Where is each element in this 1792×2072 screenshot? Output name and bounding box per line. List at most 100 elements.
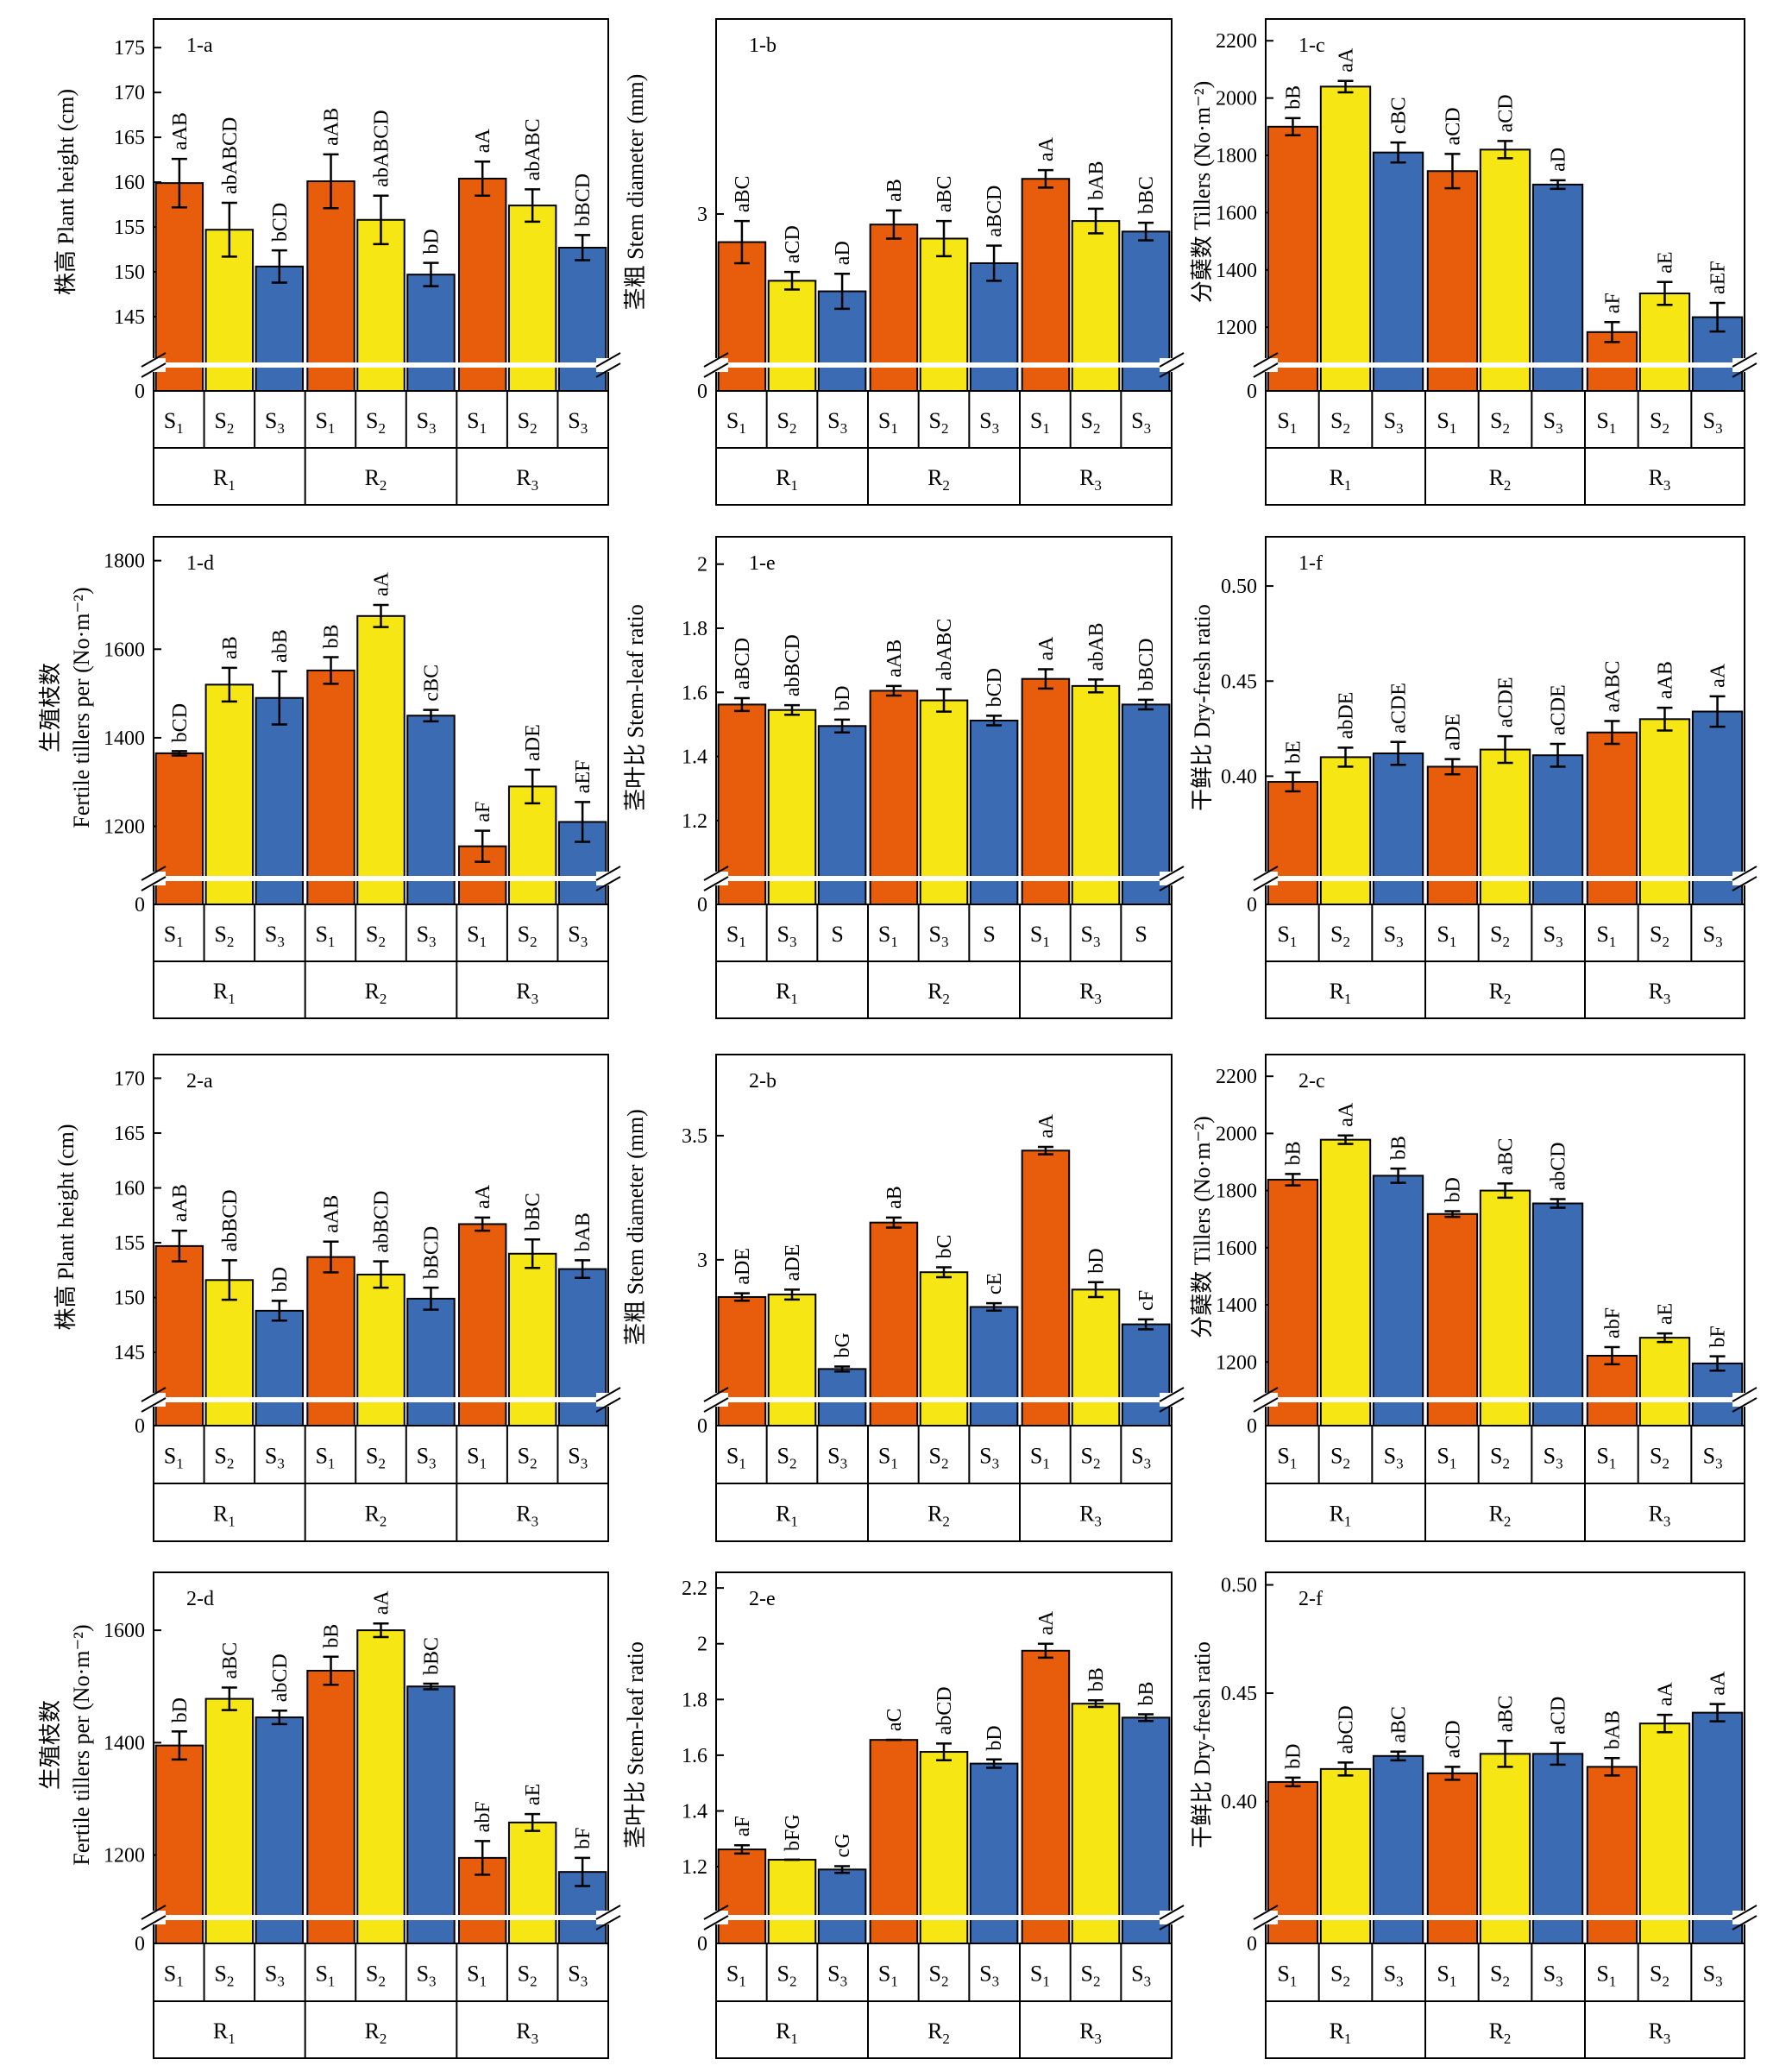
x-tick-label: S2 — [518, 1962, 538, 1990]
bar-s2 — [1638, 718, 1691, 905]
bar-s1 — [1426, 765, 1479, 906]
axis-break-gap — [704, 872, 728, 885]
data-label: aCD — [1442, 1720, 1464, 1758]
bar-s2 — [1638, 1337, 1691, 1427]
axis-break — [1267, 1397, 1743, 1402]
bar-s2 — [1638, 293, 1691, 392]
group-label: R2 — [927, 2018, 950, 2047]
axis-break — [718, 876, 1170, 881]
bar-s2 — [919, 699, 969, 905]
y-tick-label: 145 — [114, 1342, 145, 1364]
data-label: bG — [832, 1332, 854, 1357]
chart-2-c: 2-c 1200 1400 1600 1800 2000 2200 0 bB S1 aA S2 bB S3… — [1190, 1054, 1757, 1542]
x-tick-label: S3 — [979, 1444, 999, 1472]
axis-break-slash — [1732, 1387, 1757, 1402]
y-tick-label: 2 — [697, 554, 707, 576]
bar-s1 — [306, 180, 355, 392]
bar-s3 — [1372, 752, 1424, 905]
group-label: R1 — [213, 1502, 236, 1530]
bar-s3 — [1531, 1202, 1584, 1426]
data-label: aBCD — [984, 186, 1006, 237]
data-label: bD — [832, 686, 854, 711]
y-axis-label: Fertile tillers per (No·m⁻²) — [69, 1624, 94, 1865]
panel-id: 2-e — [749, 1588, 776, 1610]
y-axis-label: 茎粗 Stem diameter (mm) — [623, 1109, 648, 1345]
axis-break-gap — [596, 1393, 620, 1407]
data-label: bAB — [572, 1212, 594, 1251]
y-tick-label: 1.4 — [682, 746, 707, 769]
bar-s2 — [1638, 1722, 1691, 1944]
data-label: bE — [1282, 740, 1305, 764]
data-label: bB — [1085, 1667, 1108, 1691]
x-tick-label: S1 — [1596, 1444, 1616, 1472]
panel-id: 2-c — [1298, 1070, 1325, 1093]
y-tick-label: 1600 — [1216, 1238, 1257, 1260]
y-tick-label: 1600 — [104, 1620, 145, 1642]
y-tick-label: 2 — [697, 1634, 707, 1656]
y-tick-label: 145 — [114, 306, 145, 329]
x-tick-label: S2 — [1330, 1962, 1350, 1990]
bar-s3 — [1121, 1323, 1171, 1426]
y-tick-label: 1200 — [104, 816, 145, 839]
x-tick-label: S3 — [417, 1444, 437, 1472]
data-label: aAB — [321, 108, 343, 146]
bar-s1 — [154, 1744, 204, 1944]
y-tick-label: 3 — [697, 1250, 707, 1272]
y-tick-label: 1800 — [104, 551, 145, 573]
x-tick-label: S2 — [1330, 922, 1350, 950]
axis-break-slash — [595, 876, 621, 891]
axis-break-slash — [1253, 1387, 1279, 1402]
x-tick-label: S2 — [214, 1962, 234, 1990]
y-tick-label: 1400 — [104, 727, 145, 750]
bar-s1 — [1586, 1354, 1638, 1426]
data-label: abBCD — [782, 634, 804, 696]
axis-break-gap — [1160, 1911, 1184, 1924]
data-label: bD — [169, 1697, 192, 1722]
x-tick-label: S3 — [1384, 1962, 1404, 1990]
data-label: bBC — [522, 1193, 544, 1231]
x-tick-label: S1 — [726, 408, 746, 437]
y-axis-label: 茎叶比 Stem-leaf ratio — [623, 1641, 648, 1848]
data-label: aBC — [934, 175, 956, 212]
bar-s1 — [154, 182, 204, 392]
data-label: aA — [1035, 636, 1058, 661]
x-tick-label: S3 — [929, 922, 949, 950]
bar-s1 — [1586, 1766, 1638, 1945]
group-label: R3 — [1079, 1502, 1102, 1530]
data-label: aEF — [1707, 261, 1730, 294]
bar-s1 — [1586, 731, 1638, 906]
data-label: abAB — [1085, 622, 1108, 671]
x-tick-label: S2 — [1650, 1444, 1669, 1472]
group-label: R2 — [927, 465, 950, 494]
data-label: aA — [1655, 1681, 1677, 1706]
bar-s3 — [255, 265, 305, 392]
bar-s3 — [969, 719, 1019, 905]
y-zero-label: 0 — [1247, 1415, 1257, 1438]
data-label: cBC — [1388, 97, 1411, 134]
data-label: aCDE — [1495, 677, 1518, 727]
x-tick-label: S1 — [164, 1444, 184, 1472]
x-tick-label: S1 — [164, 1962, 184, 1990]
x-tick-label: S2 — [518, 408, 538, 437]
chart-2-e: 2-e 1.2 1.4 1.6 1.8 2 2.2 0 aF S1 bFG S2 cG S3 R1 aC S1 a… — [623, 1571, 1185, 2059]
bar-s1 — [1021, 178, 1071, 392]
bar-s1 — [1021, 677, 1071, 906]
bar-s3 — [1531, 183, 1584, 392]
y-axis-label: 干鲜比 Dry-fresh ratio — [1190, 1641, 1215, 1848]
y-axis-label: 干鲜比 Dry-fresh ratio — [1190, 604, 1215, 811]
group-label: R1 — [776, 979, 798, 1007]
bar-s2 — [1319, 85, 1372, 392]
x-tick-label: S1 — [1030, 922, 1050, 950]
data-label: aE — [1655, 1303, 1677, 1325]
group-label: R1 — [1330, 1502, 1352, 1530]
data-label: aDE — [732, 1248, 754, 1285]
bar-s3 — [1531, 1753, 1584, 1944]
y-tick-label: 0.50 — [1221, 576, 1257, 598]
axis-break-slash — [1159, 1915, 1185, 1930]
axis-break-gap — [704, 358, 728, 372]
x-tick-label: S1 — [164, 922, 184, 950]
axis-break-slash — [595, 1905, 621, 1920]
data-label: aA — [472, 129, 494, 154]
x-tick-label: S3 — [1081, 922, 1101, 950]
bar-s1 — [1021, 1149, 1071, 1426]
